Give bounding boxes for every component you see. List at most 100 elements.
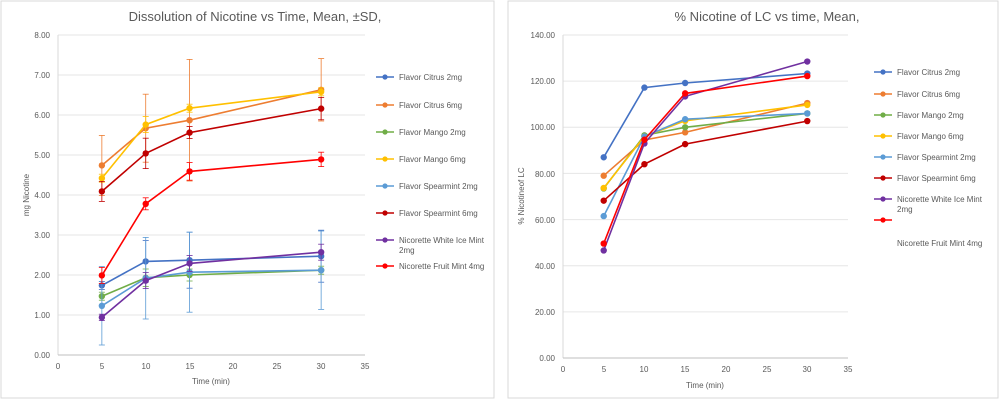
chart-1-y-tick: 6.00: [34, 111, 50, 120]
chart-2-legend-marker: [880, 175, 886, 181]
chart-2-legend-marker: [880, 154, 886, 160]
chart-2-title: % Nicotine of LC vs time, Mean,: [675, 9, 860, 24]
chart-2-y-tick: 120.00: [531, 77, 556, 86]
chart-1-data-point: [142, 277, 149, 284]
chart-1-data-point: [186, 269, 193, 276]
chart-2-legend-label: Flavor Mango 2mg: [897, 111, 964, 120]
chart-1-data-point: [142, 121, 149, 128]
chart-2-x-tick: 5: [602, 365, 607, 374]
chart-2-y-tick: 80.00: [535, 170, 556, 179]
chart-2-y-axis-label: % Nicotineof LC: [517, 167, 526, 225]
chart-2-series: [600, 72, 811, 247]
chart-1-legend-marker: [382, 263, 388, 269]
chart-2-legend-label: Flavor Mango 6mg: [897, 132, 964, 141]
chart-2-x-axis-label: Time (min): [686, 381, 724, 390]
chart-1-data-point: [317, 267, 325, 274]
chart-1-x-tick: 25: [273, 362, 282, 371]
chart-2-y-axis: 0.00 20.00 40.00 60.00 80.00 100.00 120.…: [517, 31, 564, 363]
chart-1-x-tick: 35: [361, 362, 370, 371]
chart-2-legend-label: Flavor Citrus 2mg: [897, 68, 960, 77]
chart-2-data-point: [600, 197, 607, 204]
chart-2-data-point: [681, 90, 689, 97]
chart-1-data-point: [98, 314, 106, 321]
chart-2-data-point: [600, 172, 607, 179]
chart-2-series: [600, 110, 811, 220]
chart-2-data-point: [804, 117, 811, 125]
chart-2-y-tick: 0.00: [539, 354, 555, 363]
chart-2-plot: [600, 58, 811, 254]
chart-1-series: [98, 151, 325, 284]
chart-2-series-line: [603, 120, 808, 202]
chart-1-legend-marker: [382, 102, 388, 108]
chart-1-data-point: [317, 249, 325, 256]
chart-2-data-point: [681, 129, 689, 136]
chart-2-border: [507, 0, 999, 399]
chart-2-y-tick: 100.00: [531, 123, 556, 132]
chart-1-legend-label: Flavor Spearmint 2mg: [399, 182, 478, 191]
chart-2-x-tick: 10: [640, 365, 649, 374]
chart-2-legend-label: Nicorette Fruit Mint 4mg: [897, 239, 982, 248]
chart-2-data-point: [804, 58, 811, 65]
chart-1-data-point: [98, 188, 106, 195]
chart-1-x-tick: 15: [186, 362, 195, 371]
chart-2-legend: Flavor Citrus 2mg Flavor Citrus 6mg Flav…: [874, 68, 983, 248]
chart-2-data-point: [804, 110, 811, 117]
chart-1-legend-marker: [382, 74, 388, 80]
chart-2-x-tick: 35: [844, 365, 853, 374]
chart-2-x-tick: 20: [722, 365, 731, 374]
chart-2-legend-marker: [880, 196, 886, 202]
chart-1-data-point: [98, 272, 106, 279]
chart-1-series-line: [101, 269, 322, 297]
chart-1-series: [98, 87, 325, 183]
chart-1-legend-marker: [382, 237, 388, 243]
chart-2-data-point: [641, 84, 648, 91]
chart-1-y-tick: 4.00: [34, 191, 50, 200]
chart-2-y-tick: 40.00: [535, 262, 556, 271]
chart-2-data-point: [600, 184, 607, 192]
chart-1-series: [98, 243, 325, 322]
chart-2-x-tick: 0: [561, 365, 566, 374]
chart-1-x-tick: 20: [229, 362, 238, 371]
chart-2: % Nicotine of LC vs time, Mean, 0.00 20.…: [517, 9, 983, 390]
chart-1-y-tick: 7.00: [34, 71, 50, 80]
chart-1-series-line: [101, 91, 322, 179]
chart-2-legend-label: Flavor Citrus 6mg: [897, 90, 960, 99]
chart-1-series-line: [101, 107, 322, 193]
chart-1-data-point: [186, 129, 193, 136]
chart-2-data-point: [600, 154, 607, 161]
chart-2-data-point: [600, 212, 607, 220]
chart-2-data-point: [804, 101, 811, 109]
chart-1-y-tick: 8.00: [34, 31, 50, 40]
chart-2-legend-marker: [880, 217, 886, 223]
chart-2-legend-marker: [880, 133, 886, 139]
chart-2-legend-label: Flavor Spearmint 2mg: [897, 153, 976, 162]
chart-2-series: [600, 117, 811, 204]
chart-1-legend-label: Nicorette Fruit Mint 4mg: [399, 262, 484, 271]
chart-2-data-point: [600, 240, 607, 247]
chart-2-x-tick: 30: [803, 365, 812, 374]
chart-1-data-point: [186, 105, 193, 112]
chart-1-legend-label: Flavor Citrus 2mg: [399, 73, 462, 82]
chart-2-y-tick: 60.00: [535, 216, 556, 225]
chart-1-title: Dissolution of Nicotine vs Time, Mean, ±…: [129, 9, 382, 24]
chart-1-y-axis: 0.00 1.00 2.00 3.00 4.00 5.00 6.00 7.00 …: [22, 31, 59, 360]
chart-1-series-line: [101, 89, 322, 167]
chart-1-series-line: [101, 251, 322, 319]
chart-1-border: [0, 0, 495, 399]
chart-1-x-tick: 30: [317, 362, 326, 371]
chart-1-plot: [98, 58, 325, 346]
chart-1-legend-marker: [382, 183, 388, 189]
chart-1-x-axis: 0 5 10 15 20 25 30 35 Time (min): [56, 354, 370, 386]
chart-2-series-line: [602, 60, 808, 251]
chart-2-legend-marker: [880, 91, 886, 97]
chart-2-x-tick: 15: [681, 365, 690, 374]
chart-1-data-point: [186, 117, 193, 124]
chart-2-data-point: [681, 116, 689, 123]
chart-1-legend-label: Nicorette White Ice Mint 2mg: [399, 236, 485, 255]
chart-1-gridlines: [58, 34, 365, 316]
chart-1-y-tick: 3.00: [34, 231, 50, 240]
chart-1-y-tick: 5.00: [34, 151, 50, 160]
chart-2-legend-marker: [880, 69, 886, 75]
chart-1-legend-marker: [382, 210, 388, 216]
